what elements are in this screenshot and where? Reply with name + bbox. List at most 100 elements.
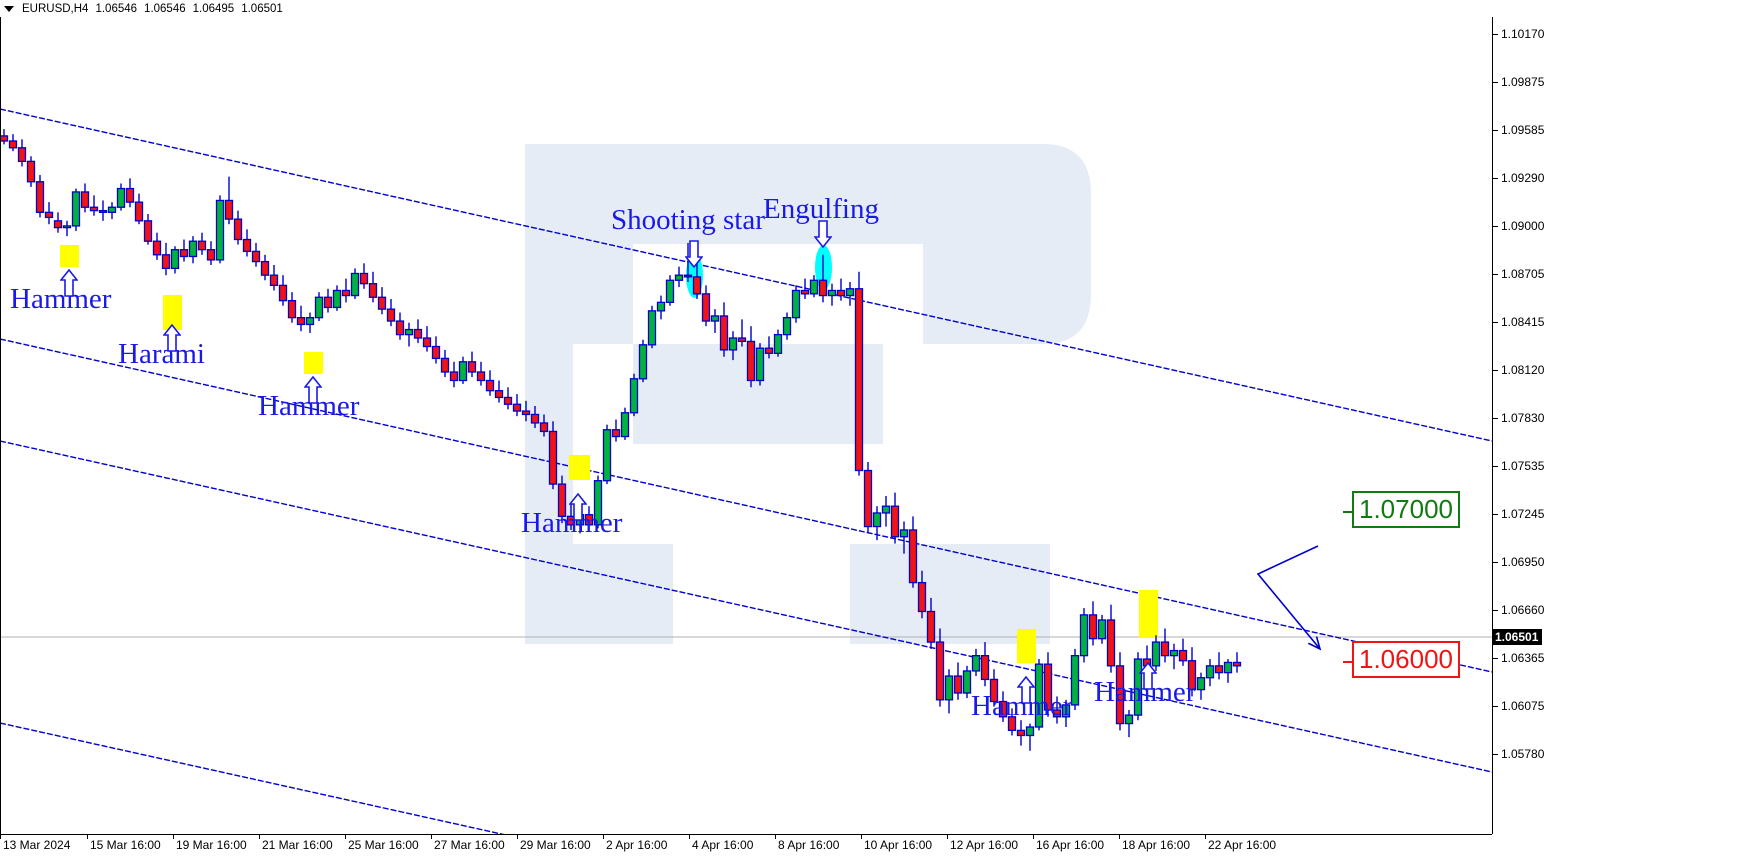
time-tick: 8 Apr 16:00 [775,835,840,852]
price-tick-label: 1.06950 [1501,555,1545,569]
candle-body [1151,641,1161,667]
candle-body [1196,677,1206,691]
hammer-4-highlight [1017,629,1036,663]
time-tick: 13 Mar 2024 [0,835,70,852]
annotation-arrow-up-harami [163,324,181,352]
triangle-down-icon[interactable] [4,5,14,12]
price-tick: 1.09000 [1493,219,1544,233]
candle-body [944,675,954,701]
candle-body [26,160,36,183]
time-tick: 10 Apr 16:00 [861,835,933,852]
candle-body [1133,658,1143,716]
time-tick-label: 25 Mar 16:00 [348,838,419,852]
candle-body [1007,716,1017,732]
price-tick: 1.06950 [1493,555,1544,569]
price-tick-label: 1.09875 [1501,75,1545,89]
candle-body [260,260,270,276]
candle-body [314,296,324,319]
current-price-badge: 1.06501 [1493,629,1543,645]
time-tick-label: 21 Mar 16:00 [262,838,333,852]
price-tick-label: 1.09585 [1501,123,1545,137]
candle-body [215,199,225,261]
candle-body [1205,665,1215,679]
price-tick: 1.09875 [1493,75,1544,89]
candle-body [791,289,801,319]
price-tick-label: 1.06075 [1501,699,1545,713]
candle-body [179,249,189,258]
tick-dash [1493,129,1498,131]
candle-body [530,413,540,424]
candle-body [107,206,117,213]
candle-body [512,403,522,412]
price-tick-label: 1.09290 [1501,171,1545,185]
time-tick: 19 Mar 16:00 [173,835,247,852]
candle-body [422,337,432,348]
candle-body [755,347,765,382]
tick-dash [1493,513,1498,515]
tick-dash [1205,835,1206,839]
price-tick: 1.05780 [1493,747,1544,761]
forecast-zigzag-arrow [1256,545,1321,650]
ohlc-high: 1.06546 [144,2,186,15]
annotation-label-shooting-star: Shooting star [611,204,765,236]
candle-body [431,345,441,360]
time-tick-label: 8 Apr 16:00 [778,838,840,852]
candle-body [44,211,54,219]
candle-body [476,371,486,382]
price-tick: 1.07830 [1493,411,1544,425]
price-tick-label: 1.07830 [1501,411,1545,425]
candle-body [1016,729,1026,737]
time-tick-label: 10 Apr 16:00 [864,838,933,852]
candle-body [539,422,549,433]
candle-body [188,240,198,258]
candle-body [584,514,594,526]
candle-body [224,199,234,220]
tick-dash [1493,177,1498,179]
tick-dash [689,835,690,839]
candle-body [998,700,1008,718]
time-tick: 4 Apr 16:00 [689,835,753,852]
tick-dash [1493,369,1498,371]
candle-body [233,218,243,241]
candle-body [647,310,657,346]
candle-body [341,289,351,297]
time-tick: 25 Mar 16:00 [345,835,419,852]
tick-dash [947,835,948,839]
time-axis[interactable]: 13 Mar 2024 15 Mar 16:00 19 Mar 16:00 21 Ma… [0,835,1492,861]
candle-body [962,670,972,694]
outer-lower-line [0,722,505,834]
chart-plot-area[interactable]: Hammer Harami Hammer Hammer Shooting star Eng… [0,17,1492,834]
candle-body [710,315,720,322]
annotation-arrow-down-engulfing [814,220,832,248]
candle-body [1043,663,1053,711]
candle-body [1052,709,1062,718]
tick-dash [1493,561,1498,563]
time-tick-label: 27 Mar 16:00 [434,838,505,852]
price-axis[interactable]: 1.10170 1.09875 1.09585 1.09290 1.09000 1.087… [1493,0,1743,861]
candle-body [458,361,468,382]
candle-body [449,371,459,382]
annotation-arrow-down-shooting-star [685,240,703,268]
tick-dash [259,835,260,839]
candle-body [836,289,846,297]
price-axis-line [1492,17,1493,834]
candle-body [269,274,279,287]
candle-body [305,316,315,326]
candle-body [854,288,864,472]
candle-body [134,201,144,222]
candle-body [764,347,774,354]
candle-body [494,390,504,399]
candle-body [683,274,693,278]
price-tick: 1.09585 [1493,123,1544,137]
candle-body [800,289,810,295]
candle-body [1070,655,1080,706]
candle-body [62,225,72,229]
candle-body [1106,619,1116,667]
candle-body [503,396,513,405]
candle-body [125,187,135,203]
candle-body [1079,614,1089,657]
candle-body [746,340,756,382]
mid-channel-line [0,338,1492,673]
harami-highlight [163,295,182,330]
symbol-timeframe-label: EURUSD,H4 [22,2,89,15]
